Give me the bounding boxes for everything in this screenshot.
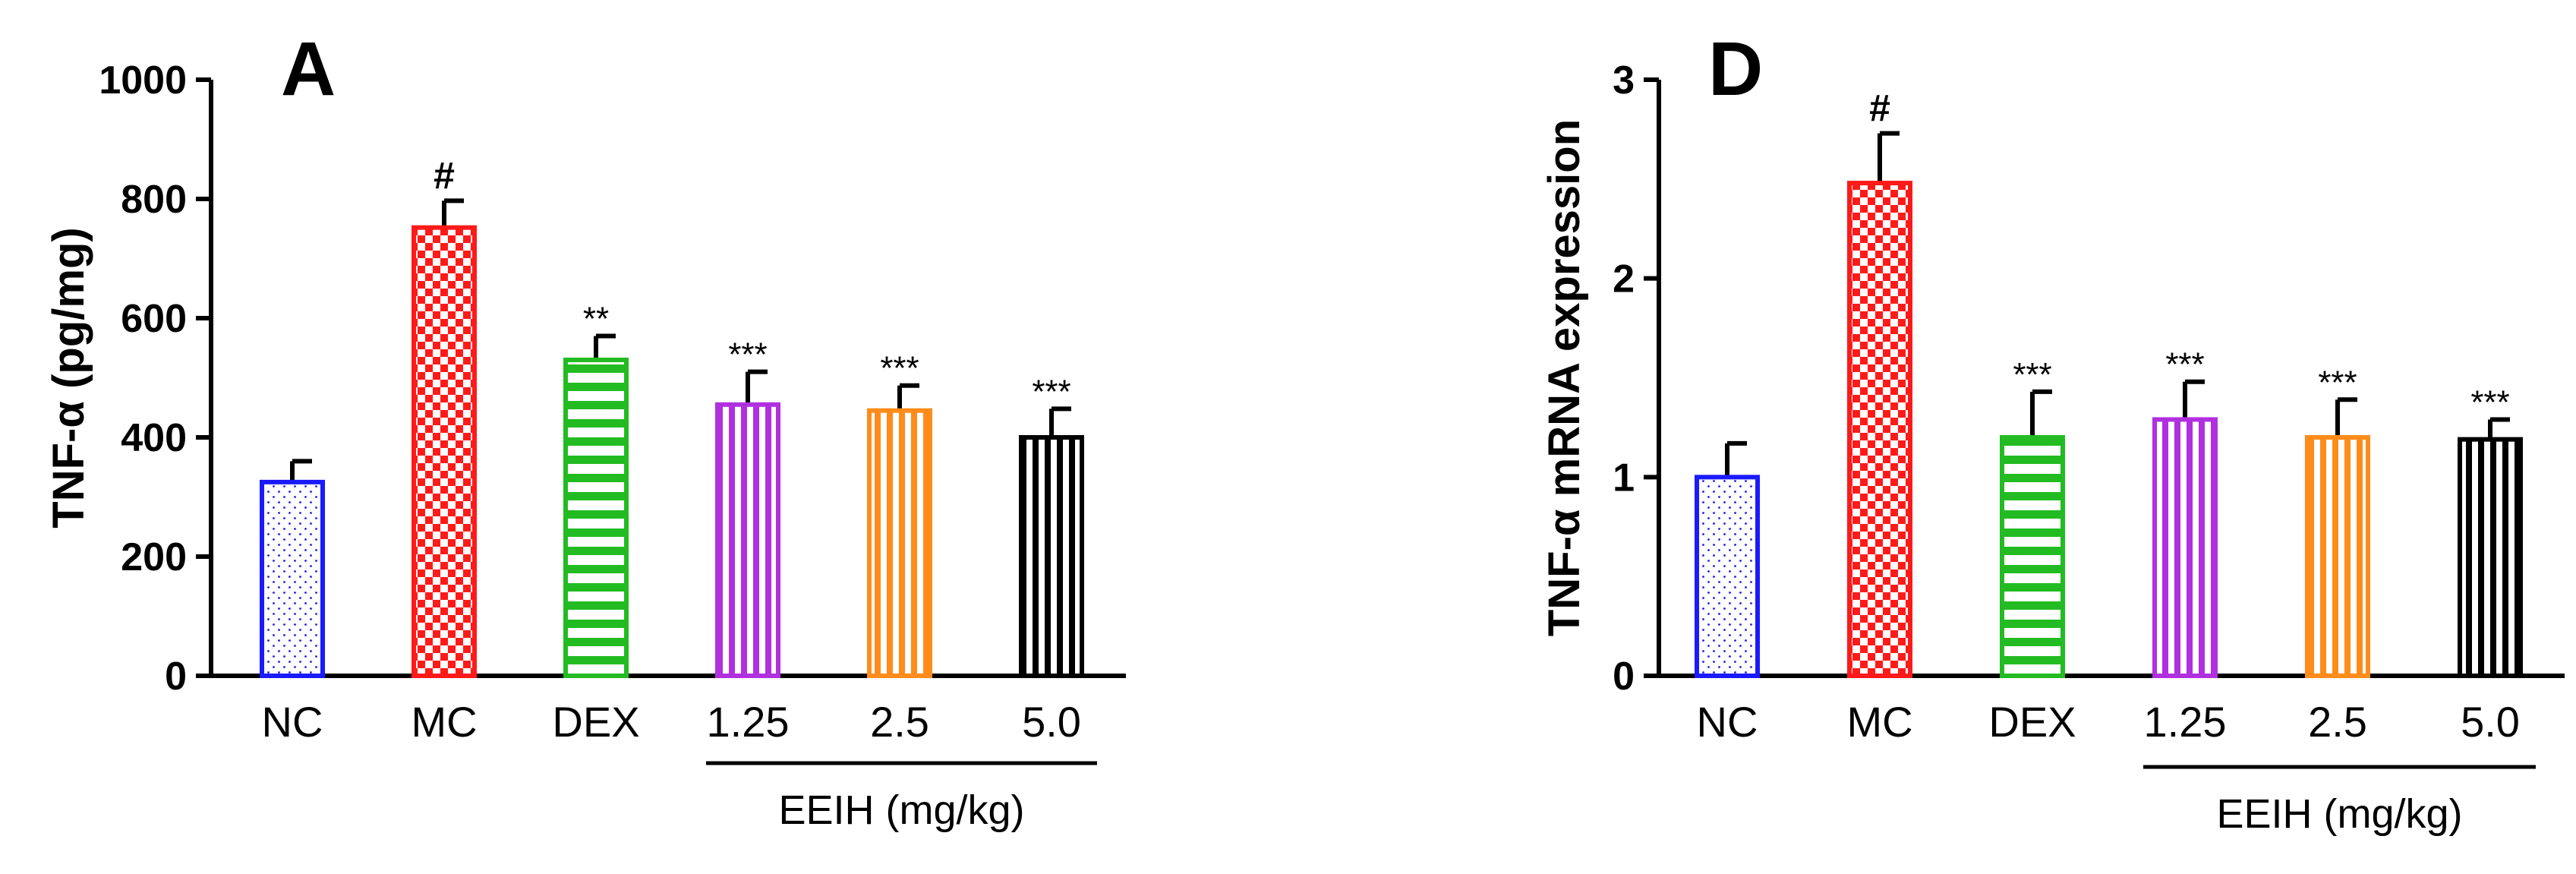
bar-5-0 bbox=[1019, 435, 1084, 678]
x-tick-label: NC bbox=[262, 698, 323, 746]
bar-1-25 bbox=[2152, 417, 2218, 678]
y-axis-label: TNF-α (pg/mg) bbox=[44, 227, 93, 528]
y-tick-label: 600 bbox=[121, 297, 187, 341]
panel-label: D bbox=[1708, 27, 1763, 112]
significance-label: *** bbox=[2318, 364, 2357, 401]
significance-label: # bbox=[434, 154, 455, 197]
y-axis-label: TNF-α mRNA expression bbox=[1540, 119, 1589, 636]
y-tick-label: 1000 bbox=[99, 58, 187, 103]
x-tick-label: 1.25 bbox=[2144, 698, 2227, 746]
bar-MC bbox=[411, 225, 477, 678]
x-tick-label: DEX bbox=[1988, 698, 2076, 746]
chart-panel-a: A 0 200 400 600 800 1000 TNF-α (pg/mg) NC # MC ** DE… bbox=[44, 27, 1126, 833]
x-tick-label: 5.0 bbox=[1022, 698, 1081, 746]
group-label: EEIH (mg/kg) bbox=[2216, 791, 2462, 837]
bar-2-5 bbox=[2305, 435, 2370, 678]
chart-panel-d: D 0 1 2 3 TNF-α mRNA expression NC # MC *** DEX ***… bbox=[1540, 27, 2565, 837]
bar-DEX bbox=[2000, 435, 2065, 678]
x-tick-label: 2.5 bbox=[2308, 698, 2367, 746]
significance-label: *** bbox=[880, 350, 919, 387]
bar-NC bbox=[260, 479, 325, 678]
bar-DEX bbox=[563, 357, 629, 678]
x-tick-label: DEX bbox=[552, 698, 639, 746]
y-tick-label: 200 bbox=[121, 535, 187, 579]
y-tick-label: 3 bbox=[1613, 58, 1635, 103]
significance-label: *** bbox=[728, 336, 767, 374]
significance-label: ** bbox=[583, 301, 609, 338]
x-tick-label: 1.25 bbox=[707, 698, 790, 746]
bar-1-25 bbox=[715, 402, 780, 678]
x-tick-label: NC bbox=[1697, 698, 1758, 746]
bar-2-5 bbox=[867, 408, 932, 678]
y-tick-label: 800 bbox=[121, 178, 187, 222]
y-tick-label: 1 bbox=[1613, 456, 1635, 500]
group-label: EEIH (mg/kg) bbox=[778, 787, 1024, 833]
y-tick-label: 0 bbox=[1613, 655, 1635, 699]
panel-label: A bbox=[281, 27, 336, 112]
x-tick-label: MC bbox=[1846, 698, 1912, 746]
significance-label: # bbox=[1869, 87, 1890, 130]
significance-label: *** bbox=[1032, 373, 1070, 410]
bar-NC bbox=[1695, 475, 1760, 678]
y-tick-label: 0 bbox=[165, 655, 187, 699]
significance-label: *** bbox=[2013, 356, 2051, 393]
significance-label: *** bbox=[2165, 346, 2204, 383]
significance-label: *** bbox=[2470, 383, 2509, 421]
x-tick-label: 5.0 bbox=[2461, 698, 2520, 746]
y-tick-label: 400 bbox=[121, 416, 187, 460]
y-tick-label: 2 bbox=[1613, 257, 1635, 301]
bar-MC bbox=[1847, 181, 1912, 679]
x-tick-label: MC bbox=[411, 698, 477, 746]
bar-5-0 bbox=[2458, 437, 2523, 678]
x-tick-label: 2.5 bbox=[870, 698, 929, 746]
